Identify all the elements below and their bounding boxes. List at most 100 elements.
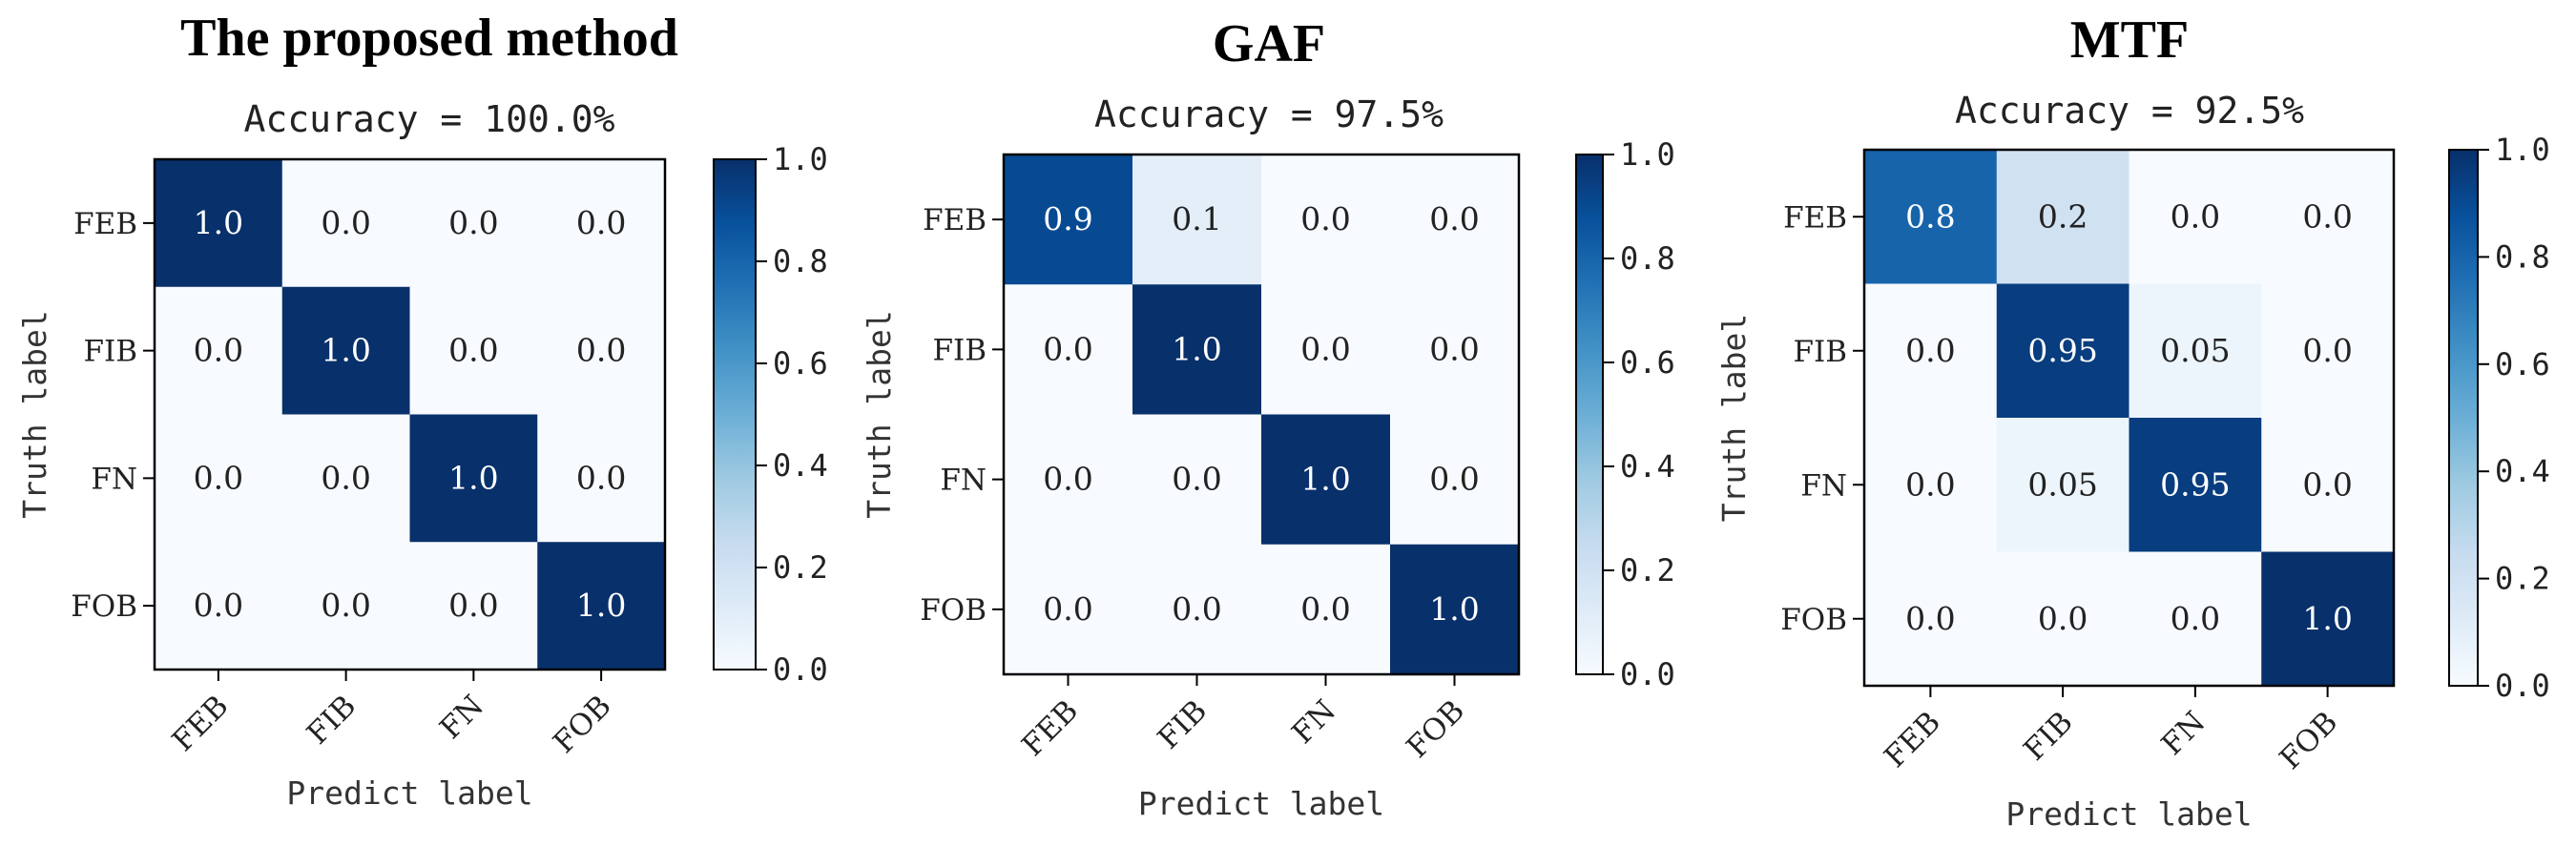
cell-value-label: 1.0	[2302, 600, 2352, 637]
colorbar-tick-label: 0.6	[773, 345, 828, 382]
colorbar-tick-label: 0.4	[1620, 448, 1675, 485]
heatmap-cell	[155, 542, 283, 671]
cell-value-label: 0.0	[1300, 330, 1350, 367]
colorbar-tick-label: 0.6	[1620, 344, 1675, 381]
chart-title: GAF	[1213, 14, 1325, 73]
x-tick-label: FIB	[2017, 705, 2079, 767]
cell-value-label: 0.0	[448, 204, 498, 241]
cell-value-label: 0.0	[2302, 332, 2352, 369]
heatmap-cell	[1390, 284, 1520, 415]
cell-value-label: 0.0	[1429, 461, 1479, 498]
cell-value-label: 0.0	[448, 332, 498, 369]
cell-value-label: 0.8	[1905, 197, 1955, 235]
x-axis-label: Predict label	[1138, 785, 1384, 822]
x-tick-label: FEB	[166, 689, 236, 758]
colorbar-tick-label: 0.4	[2495, 453, 2550, 489]
heatmap-cell	[1004, 414, 1133, 546]
confusion-matrix-panel-2: GAF Accuracy = 97.5% 0.9 0.1 0.0 0.0 0.0 1.0 0.0…	[861, 14, 1675, 822]
y-tick-label: FIB	[83, 335, 137, 369]
plot-frame	[153, 157, 667, 671]
cell-value-label: 1.0	[576, 587, 626, 624]
cell-value-label: 1.0	[1300, 461, 1350, 498]
x-tick-label: FN	[433, 689, 490, 746]
x-tick-label: FOB	[1400, 693, 1471, 765]
colorbar	[713, 158, 757, 671]
colorbar-tick-label: 0.0	[773, 651, 828, 688]
x-tick-label: FIB	[301, 689, 363, 751]
cell-value-label: 0.0	[576, 459, 626, 496]
heatmap-cell	[409, 286, 538, 415]
heatmap-cell	[1390, 155, 1520, 285]
x-tick-label: FN	[1285, 693, 1342, 751]
cell-value-label: 1.0	[321, 332, 370, 369]
colorbar-tick-label: 0.8	[2495, 238, 2550, 275]
cell-value-label: 0.0	[576, 204, 626, 241]
cell-value-label: 0.0	[1429, 200, 1479, 237]
y-tick-label: FIB	[1793, 335, 1847, 369]
colorbar-tick-label: 0.2	[2495, 561, 2550, 597]
heatmap-cell	[1004, 155, 1133, 285]
colorbar-tick-label: 0.2	[773, 549, 828, 586]
heatmap-cell	[1996, 551, 2129, 687]
cell-value-label: 0.0	[321, 459, 370, 496]
cell-value-label: 0.0	[1172, 590, 1221, 628]
accuracy-subtitle: Accuracy = 97.5%	[1094, 93, 1444, 135]
heatmap-cell	[1132, 284, 1262, 415]
cell-value-label: 0.0	[576, 332, 626, 369]
heatmap-cell	[1132, 544, 1262, 675]
cell-value-label: 0.0	[194, 587, 243, 624]
colorbar	[1575, 154, 1604, 675]
cell-value-label: 0.0	[1300, 590, 1350, 628]
x-tick-label: FIB	[1152, 693, 1214, 755]
heatmap-cell	[1390, 544, 1520, 675]
heatmap-cell	[1261, 544, 1391, 675]
heatmap-cell	[1864, 283, 1998, 419]
confusion-matrix-panel-3: MTF Accuracy = 92.5% 0.8 0.2 0.0 0.0 0.0 0.95 0.…	[1715, 10, 2550, 833]
y-tick-label: FOB	[1780, 603, 1847, 637]
colorbar-tick-label: 0.4	[773, 447, 828, 484]
plot-frame	[1002, 153, 1521, 676]
cell-value-label: 0.2	[2038, 197, 2088, 235]
heatmap-cell	[409, 159, 538, 288]
heatmap-cell	[1390, 414, 1520, 546]
heatmap-cell	[1996, 283, 2129, 419]
heatmap-cell	[537, 542, 666, 671]
heatmap-cell	[281, 159, 410, 288]
colorbar-tick-label: 1.0	[773, 141, 828, 177]
heatmap-cell	[1996, 418, 2129, 552]
accuracy-subtitle: Accuracy = 92.5%	[1955, 90, 2304, 132]
heatmap-cell	[281, 414, 410, 543]
colorbar-tick-label: 0.6	[2495, 346, 2550, 382]
heatmap-cell	[2261, 150, 2395, 284]
cell-value-label: 0.0	[2038, 600, 2088, 637]
heatmap-cell	[1261, 414, 1391, 546]
y-tick-label: FN	[940, 464, 987, 498]
cell-value-label: 0.0	[1905, 465, 1955, 503]
heatmap-cell	[155, 286, 283, 415]
heatmap-cell	[2261, 551, 2395, 687]
cell-value-label: 0.0	[2171, 600, 2220, 637]
heatmap-cell	[1864, 551, 1998, 687]
colorbar-tick-label: 0.0	[1620, 656, 1675, 692]
x-tick-label: FEB	[1878, 705, 1947, 774]
cell-value-label: 0.0	[194, 459, 243, 496]
colorbar-tick-label: 0.0	[2495, 668, 2550, 704]
x-tick-label: FEB	[1015, 693, 1085, 763]
cell-value-label: 0.0	[321, 204, 370, 241]
x-axis-label: Predict label	[2005, 795, 2252, 833]
heatmap-cell	[1864, 418, 1998, 552]
x-axis-label: Predict label	[286, 774, 532, 812]
cell-value-label: 0.95	[2160, 465, 2230, 503]
heatmap-cell	[2129, 551, 2262, 687]
cell-value-label: 0.0	[1429, 330, 1479, 367]
colorbar-tick-label: 0.8	[1620, 240, 1675, 277]
x-tick-label: FOB	[2274, 705, 2345, 776]
cell-value-label: 0.0	[2302, 197, 2352, 235]
cell-value-label: 1.0	[448, 459, 498, 496]
heatmap-cell	[1996, 150, 2129, 284]
colorbar-tick-label: 0.8	[773, 243, 828, 279]
y-axis-label: Truth label	[1715, 314, 1753, 523]
cell-value-label: 0.05	[2160, 332, 2230, 369]
heatmap-cell	[537, 159, 666, 288]
